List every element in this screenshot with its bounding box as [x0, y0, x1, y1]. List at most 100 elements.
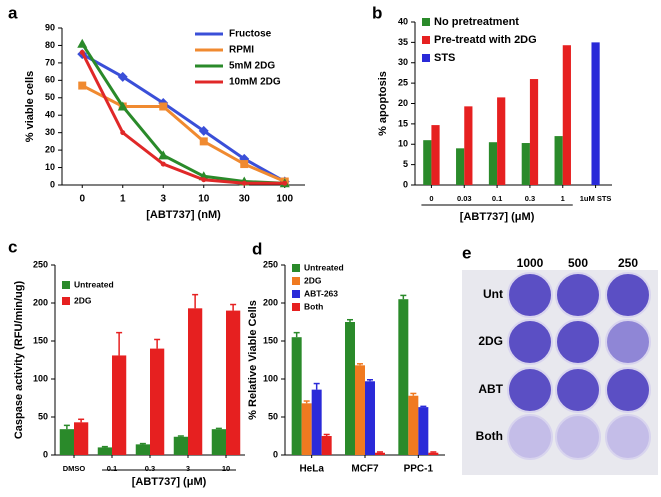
bar [321, 436, 332, 455]
legend-label: Untreated [74, 279, 114, 289]
y-tick-label: 200 [33, 297, 48, 307]
x-tick-label: 10 [222, 464, 230, 473]
x-tick-label: 0.1 [107, 464, 117, 473]
x-tick-label: DMSO [63, 464, 86, 473]
error-bar [410, 392, 417, 396]
error-bar [400, 294, 407, 300]
point [198, 125, 209, 136]
error-bar [177, 435, 184, 437]
point [159, 102, 168, 111]
bar [398, 299, 409, 455]
panel-label: a [8, 3, 18, 22]
bar [418, 407, 429, 455]
x-axis-label: [ABT737] (nM) [146, 209, 221, 221]
y-tick-label: 150 [33, 335, 48, 345]
error-bar [357, 363, 363, 366]
bar [226, 310, 241, 455]
x-tick-label: 1 [120, 194, 126, 205]
y-tick-label: 30 [398, 57, 408, 67]
bar [497, 97, 506, 185]
well [555, 367, 601, 413]
bar [355, 365, 365, 455]
error-bar [323, 433, 330, 436]
error-bar [293, 331, 300, 338]
error-bar [230, 303, 237, 311]
y-tick-label: 40 [45, 110, 55, 120]
bar [345, 322, 355, 455]
error-bar [101, 445, 108, 448]
bar [311, 389, 322, 455]
legend-label: STS [434, 52, 455, 64]
y-tick-label: 0 [403, 179, 408, 189]
y-tick-label: 60 [45, 75, 55, 85]
y-tick-label: 150 [263, 335, 278, 345]
y-tick-label: 80 [45, 40, 55, 50]
row-label: ABT [478, 382, 503, 396]
y-tick-label: 90 [45, 22, 55, 32]
legend-swatch [422, 18, 430, 26]
point [240, 160, 249, 169]
legend-label: Both [304, 301, 323, 311]
x-tick-label: 0.3 [145, 464, 155, 473]
error-bar [78, 418, 85, 423]
y-axis-label: Caspase activity (RFU/min/ug) [13, 281, 25, 440]
y-tick-label: 0 [273, 449, 278, 459]
legend-label: RPMI [229, 45, 254, 56]
legend-swatch [292, 264, 300, 272]
bar [488, 142, 498, 185]
point [77, 38, 88, 48]
y-tick-label: 20 [45, 144, 55, 154]
point [241, 180, 247, 186]
error-bar [420, 405, 427, 408]
bar [59, 429, 74, 455]
point [158, 150, 169, 160]
x-axis-label: [ABT737] (μM) [460, 211, 535, 223]
x-tick-label: 0 [429, 194, 433, 203]
legend-label: 5mM 2DG [229, 61, 275, 72]
y-tick-label: 200 [263, 297, 278, 307]
y-tick-label: 50 [45, 92, 55, 102]
well [605, 319, 651, 365]
well [507, 319, 553, 365]
y-tick-label: 250 [263, 259, 278, 269]
bar [74, 422, 89, 455]
y-tick-label: 20 [398, 98, 408, 108]
bar [529, 79, 539, 185]
y-tick-label: 50 [38, 411, 48, 421]
y-tick-label: 35 [398, 37, 408, 47]
x-tick-label: 0 [79, 194, 85, 205]
legend-label: Pre-treatd with 2DG [434, 34, 537, 46]
bar [408, 395, 419, 455]
point [117, 71, 128, 82]
bar [554, 136, 563, 185]
error-bar [377, 451, 383, 453]
y-axis-label: % Relative Viable Cells [247, 300, 259, 420]
x-tick-label: 1uM STS [580, 194, 612, 203]
column-label: 250 [618, 256, 638, 270]
x-tick-label: 10 [198, 194, 210, 205]
legend-swatch [62, 281, 70, 289]
x-tick-label: 0.3 [525, 194, 535, 203]
bar [173, 436, 188, 455]
x-tick-label: 1 [561, 194, 565, 203]
bar [301, 403, 312, 455]
y-tick-label: 30 [45, 127, 55, 137]
y-axis-label: % apoptosis [377, 71, 389, 136]
legend-label: No pretreatment [434, 16, 519, 28]
legend-label: Untreated [304, 262, 344, 272]
error-bar [63, 424, 70, 430]
bar [375, 452, 385, 455]
legend-swatch [422, 54, 430, 62]
well [507, 272, 553, 318]
x-tick-label: 3 [160, 194, 166, 205]
bar [562, 45, 571, 185]
x-tick-label: HeLa [299, 464, 324, 475]
point [282, 180, 288, 186]
y-tick-label: 15 [398, 118, 408, 128]
well [555, 319, 601, 365]
well [555, 272, 601, 318]
column-label: 1000 [517, 256, 544, 270]
point [117, 101, 128, 111]
legend-label: 2DG [74, 295, 92, 305]
